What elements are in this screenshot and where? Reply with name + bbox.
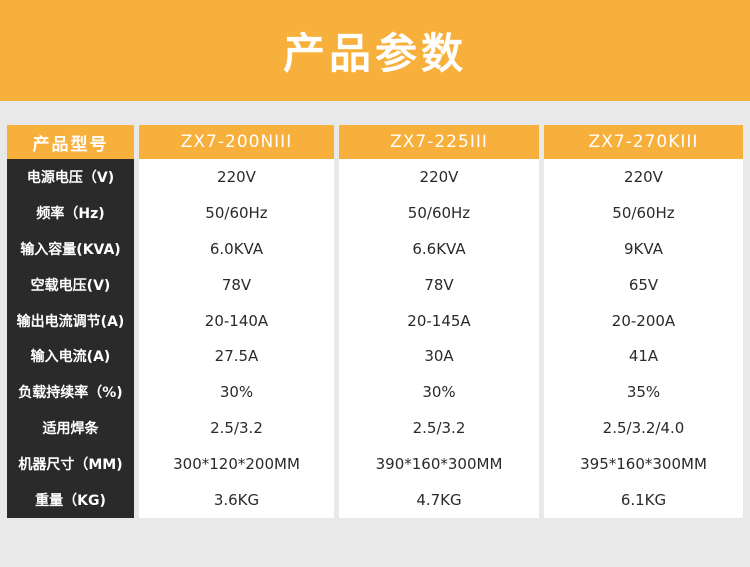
- table-cell: 20-145A: [339, 302, 539, 339]
- row-label-voltage: 电源电压（V): [7, 159, 134, 195]
- table-cell: 50/60Hz: [139, 194, 334, 231]
- row-label-frequency: 频率（Hz): [7, 194, 134, 231]
- row-label-electrode: 适用焊条: [7, 410, 134, 447]
- row-label-duty-cycle: 负载持续率（%): [7, 374, 134, 411]
- table-cell: 2.5/3.2: [139, 410, 334, 447]
- table-cell: 65V: [544, 266, 743, 303]
- table-cell: 2.5/3.2: [339, 410, 539, 447]
- table-cell: 395*160*300MM: [544, 446, 743, 483]
- row-label-dimensions: 机器尺寸（MM): [7, 446, 134, 483]
- table-cell: 50/60Hz: [339, 194, 539, 231]
- table-cell: 35%: [544, 374, 743, 411]
- table-cell: 2.5/3.2/4.0: [544, 410, 743, 447]
- header-label: 产品型号: [7, 125, 134, 159]
- table-cell: 6.0KVA: [139, 230, 334, 267]
- header-model-2: ZX7-225III: [339, 125, 539, 159]
- table-cell: 50/60Hz: [544, 194, 743, 231]
- row-label-input-capacity: 输入容量(KVA): [7, 230, 134, 267]
- title-banner: 产品参数: [0, 0, 750, 101]
- table-cell: 20-140A: [139, 302, 334, 339]
- header-model-1: ZX7-200NIII: [139, 125, 334, 159]
- table-cell: 9KVA: [544, 230, 743, 267]
- table-cell: 41A: [544, 338, 743, 375]
- table-cell: 27.5A: [139, 338, 334, 375]
- table-cell: 4.7KG: [339, 482, 539, 518]
- row-label-output-current: 输出电流调节(A): [7, 302, 134, 339]
- table-cell: 6.6KVA: [339, 230, 539, 267]
- row-label-input-current: 输入电流(A): [7, 338, 134, 375]
- table-cell: 390*160*300MM: [339, 446, 539, 483]
- table-cell: 30A: [339, 338, 539, 375]
- table-cell: 78V: [339, 266, 539, 303]
- row-label-weight: 重量（KG): [7, 482, 134, 518]
- table-cell: 30%: [139, 374, 334, 411]
- table-cell: 300*120*200MM: [139, 446, 334, 483]
- table-cell: 20-200A: [544, 302, 743, 339]
- table-cell: 220V: [139, 159, 334, 195]
- header-model-3: ZX7-270KIII: [544, 125, 743, 159]
- table-cell: 3.6KG: [139, 482, 334, 518]
- page-title: 产品参数: [282, 29, 467, 78]
- row-label-no-load-voltage: 空载电压(V): [7, 266, 134, 303]
- table-cell: 6.1KG: [544, 482, 743, 518]
- table-cell: 220V: [339, 159, 539, 195]
- table-cell: 220V: [544, 159, 743, 195]
- table-cell: 30%: [339, 374, 539, 411]
- spec-table: 产品型号 ZX7-200NIII ZX7-225III ZX7-270KIII …: [7, 125, 743, 535]
- table-cell: 78V: [139, 266, 334, 303]
